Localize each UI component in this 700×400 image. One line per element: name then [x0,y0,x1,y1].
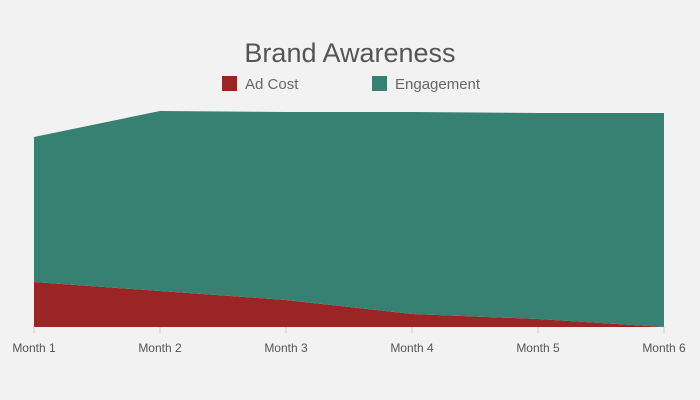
legend: Ad Cost Engagement [222,76,481,93]
x-tick-label: Month 2 [138,341,182,355]
x-tick-label: Month 1 [12,341,56,355]
x-axis: Month 1 Month 2 Month 3 Month 4 Month 5 Month… [12,327,686,355]
legend-label: Ad Cost [245,76,299,93]
chart-title: Brand Awareness [244,38,455,68]
area-engagement [34,111,664,327]
x-tick-label: Month 6 [642,341,686,355]
legend-swatch [372,76,387,91]
legend-swatch [222,76,237,91]
x-tick-label: Month 4 [390,341,434,355]
x-tick-label: Month 3 [264,341,308,355]
legend-label: Engagement [395,76,481,93]
x-tick-label: Month 5 [516,341,560,355]
plot-area [34,111,664,327]
